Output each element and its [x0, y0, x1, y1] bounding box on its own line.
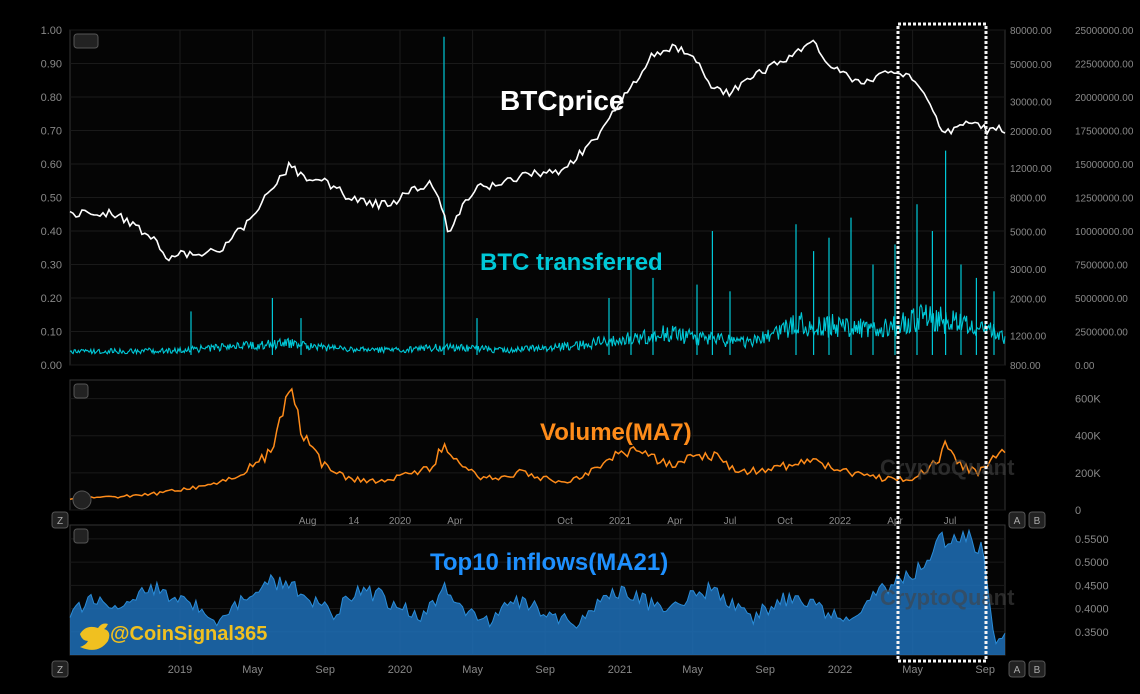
x-tick: May — [242, 664, 263, 676]
y-price-tick: 3000.00 — [1010, 265, 1047, 276]
panel-tab-mid[interactable] — [74, 384, 88, 398]
y-left-tick: 0.50 — [41, 193, 62, 205]
y-price-tick: 1200.00 — [1010, 332, 1047, 343]
y-volume-tick: 200K — [1075, 468, 1101, 480]
y-volume-tick: 600K — [1075, 394, 1101, 406]
x-tick: 2022 — [828, 664, 852, 676]
y-price-tick: 2000.00 — [1010, 294, 1047, 305]
y-left-tick: 0.80 — [41, 92, 62, 104]
y-left-tick: 0.20 — [41, 293, 62, 305]
x-tick: 2020 — [388, 664, 412, 676]
x-tick: Sep — [755, 664, 775, 676]
y-transferred-tick: 12500000.00 — [1075, 194, 1134, 205]
y-volume-tick: 400K — [1075, 431, 1101, 443]
y-price-tick: 800.00 — [1010, 361, 1041, 372]
svg-text:Z: Z — [57, 665, 63, 676]
x-mid-tick: 14 — [348, 516, 360, 527]
x-tick: 2021 — [608, 664, 632, 676]
svg-text:A: A — [1014, 516, 1021, 527]
x-mid-tick: 2021 — [609, 516, 632, 527]
y-price-tick: 8000.00 — [1010, 194, 1047, 205]
y-price-tick: 20000.00 — [1010, 127, 1052, 138]
y-transferred-tick: 22500000.00 — [1075, 60, 1134, 71]
y-inflows-tick: 0.5500 — [1075, 534, 1109, 546]
chart-stage: { "canvas": { "w": 1140, "h": 694 }, "pl… — [0, 0, 1140, 694]
y-inflows-tick: 0.4500 — [1075, 580, 1109, 592]
x-mid-tick: 2020 — [389, 516, 412, 527]
x-mid-tick: Apr — [447, 516, 463, 527]
panel-tab-top[interactable] — [74, 34, 98, 48]
y-price-tick: 80000.00 — [1010, 26, 1052, 37]
x-mid-tick: Apr — [667, 516, 683, 527]
watermark: CryptoQuant — [880, 455, 1015, 480]
overlay-label: BTCprice — [500, 85, 624, 116]
y-inflows-tick: 0.4000 — [1075, 604, 1109, 616]
svg-text:A: A — [1014, 665, 1021, 676]
y-transferred-tick: 15000000.00 — [1075, 160, 1134, 171]
panel_mid — [70, 380, 1005, 510]
y-price-tick: 5000.00 — [1010, 228, 1047, 239]
x-mid-tick: Apr — [887, 516, 903, 527]
x-mid-tick: Aug — [299, 516, 317, 527]
y-price-tick: 50000.00 — [1010, 60, 1052, 71]
y-left-tick: 0.70 — [41, 126, 62, 138]
panel-tab-bot[interactable] — [74, 529, 88, 543]
y-transferred-tick: 7500000.00 — [1075, 261, 1128, 272]
y-left-tick: 0.00 — [41, 360, 62, 372]
overlay-label: Volume(MA7) — [540, 419, 692, 446]
x-tick: Sep — [315, 664, 335, 676]
x-mid-tick: Oct — [557, 516, 573, 527]
overlay-label: BTC transferred — [480, 249, 663, 276]
x-mid-tick: Jul — [944, 516, 957, 527]
y-left-tick: 1.00 — [41, 25, 62, 37]
svg-text:B: B — [1034, 516, 1041, 527]
y-transferred-tick: 5000000.00 — [1075, 294, 1128, 305]
panel-toggle-icon[interactable] — [73, 491, 91, 509]
x-tick: Sep — [975, 664, 995, 676]
overlay-label: Top10 inflows(MA21) — [430, 549, 668, 576]
y-left-tick: 0.60 — [41, 159, 62, 171]
y-left-tick: 0.10 — [41, 327, 62, 339]
y-left-tick: 0.30 — [41, 260, 62, 272]
y-left-tick: 0.40 — [41, 226, 62, 238]
x-tick: May — [902, 664, 923, 676]
x-mid-tick: Oct — [777, 516, 793, 527]
x-mid-tick: 2022 — [829, 516, 852, 527]
x-mid-tick: Jul — [724, 516, 737, 527]
chart-svg: 0.00 0.10 0.20 0.30 0.40 0.50 0.60 0.70 0.80 0.90… — [0, 0, 1140, 694]
y-inflows-tick: 0.3500 — [1075, 627, 1109, 639]
x-tick: Sep — [535, 664, 555, 676]
x-tick: 2019 — [168, 664, 192, 676]
y-transferred-tick: 2500000.00 — [1075, 328, 1128, 339]
svg-text:B: B — [1034, 665, 1041, 676]
y-volume-tick: 0 — [1075, 505, 1081, 517]
y-transferred-tick: 10000000.00 — [1075, 227, 1134, 238]
twitter-handle: @CoinSignal365 — [110, 623, 267, 645]
y-transferred-tick: 0.00 — [1075, 361, 1095, 372]
y-price-tick: 12000.00 — [1010, 164, 1052, 175]
y-transferred-tick: 17500000.00 — [1075, 127, 1134, 138]
x-tick: May — [462, 664, 483, 676]
y-transferred-tick: 25000000.00 — [1075, 26, 1134, 37]
y-inflows-tick: 0.5000 — [1075, 557, 1109, 569]
svg-text:Z: Z — [57, 516, 63, 527]
y-transferred-tick: 20000000.00 — [1075, 93, 1134, 104]
watermark: CryptoQuant — [880, 585, 1015, 610]
y-price-tick: 30000.00 — [1010, 97, 1052, 108]
y-left-tick: 0.90 — [41, 59, 62, 71]
x-tick: May — [682, 664, 703, 676]
